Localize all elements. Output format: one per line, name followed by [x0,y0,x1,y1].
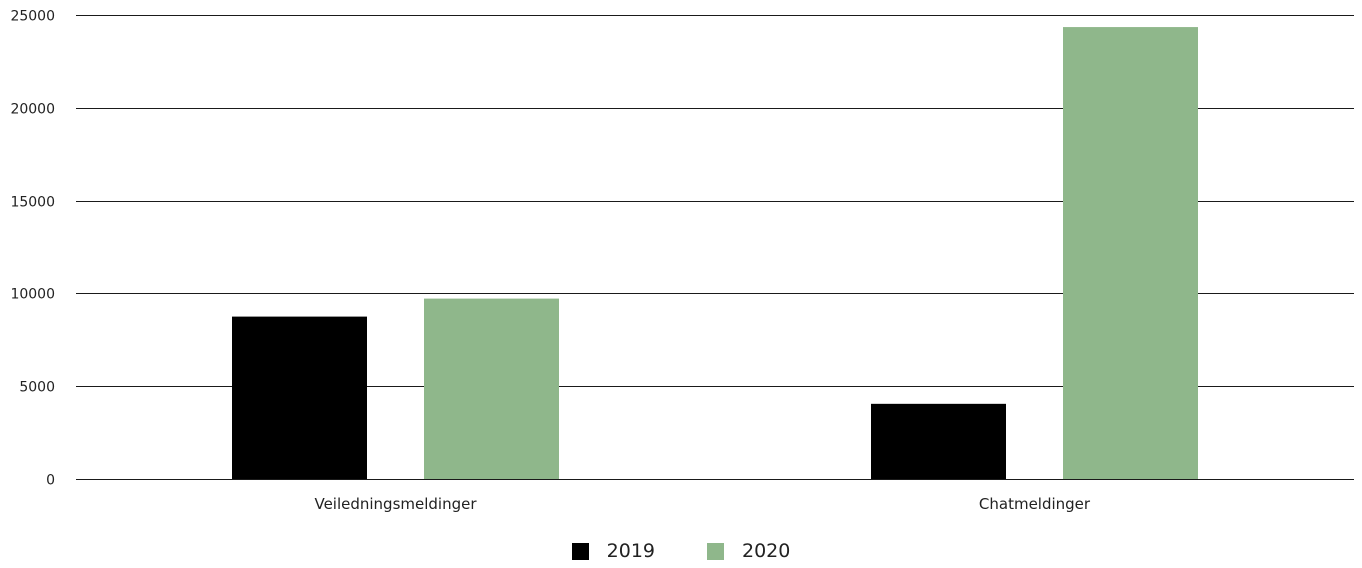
bar-2020-chatmeldinger [1063,27,1198,480]
y-tick-label-20000: 20000 [10,102,55,118]
y-tick-label-10000: 10000 [10,287,55,303]
legend: 2019 2020 [0,540,1362,562]
x-tick-label-chatmeldinger: Chatmeldinger [979,495,1091,513]
legend-swatch-2020 [707,542,724,560]
bar-2019-chatmeldinger [871,403,1006,479]
bar-2020-veiledningsmeldinger [424,298,559,479]
x-tick-label-veiledningsmeldinger: Veiledningsmeldinger [314,495,477,513]
legend-item-2019: 2019 [571,540,655,562]
y-tick-label-0: 0 [46,473,55,489]
legend-label-2019: 2019 [606,540,655,562]
legend-label-2020: 2020 [742,540,791,562]
bar-2019-veiledningsmeldinger [232,316,367,479]
y-tick-label-5000: 5000 [19,380,55,396]
y-tick-label-15000: 15000 [10,195,55,211]
legend-swatch-2019 [571,542,589,560]
y-tick-label-25000: 25000 [10,9,55,25]
legend-item-2020: 2020 [707,540,790,562]
